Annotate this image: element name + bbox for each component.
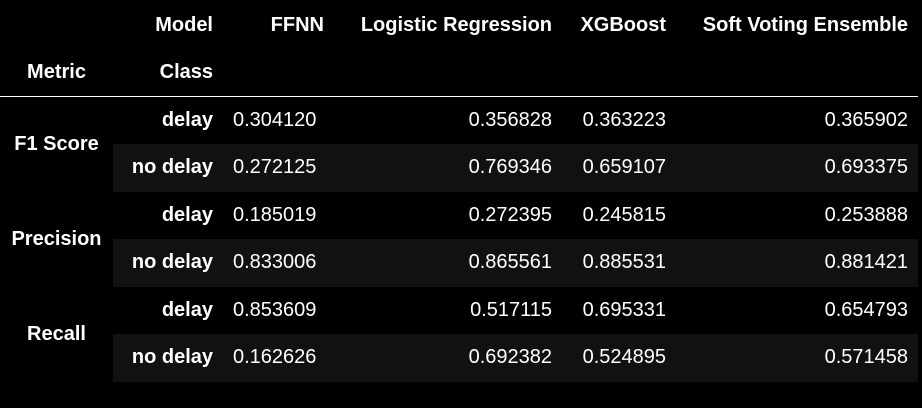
header-empty-cell (334, 49, 562, 97)
value-cell-soft-voting-ensemble: 0.693375 (676, 144, 918, 192)
value-cell-xgboost: 0.885531 (562, 239, 676, 287)
table-header: Model FFNN Logistic Regression XGBoost S… (0, 2, 918, 97)
column-header-ffnn: FFNN (270, 14, 324, 36)
metrics-table: Model FFNN Logistic Regression XGBoost S… (0, 2, 918, 382)
class-label: delay (161, 109, 213, 131)
metric-label-precision: Precision (0, 191, 113, 287)
class-label: delay (161, 203, 213, 226)
value-cell-soft-voting-ensemble: 0.365902 (824, 109, 908, 131)
table-row: F1 Score delay 0.304120 0.356828 0.36322… (0, 96, 918, 192)
table-row: Precision delay 0.185019 0.272395 0.2458… (0, 191, 918, 287)
value-cell-logistic-regression: 0.272395 (468, 203, 552, 226)
table-body: F1 Score delay 0.304120 0.356828 0.36322… (0, 96, 918, 382)
table-row: no delay 0.833006 0.865561 0.885531 0.88… (0, 239, 918, 287)
value-cell-ffnn: 0.272125 (223, 144, 334, 192)
class-label: no delay (113, 144, 223, 192)
value-cell-logistic-regression: 0.769346 (334, 144, 562, 192)
value-cell-soft-voting-ensemble: 0.571458 (676, 334, 918, 382)
value-cell-soft-voting-ensemble: 0.881421 (676, 239, 918, 287)
class-label: no delay (113, 239, 223, 287)
class-label: no delay (113, 334, 223, 382)
header-empty-cell (676, 49, 918, 97)
value-cell-ffnn: 0.162626 (223, 334, 334, 382)
value-cell-logistic-regression: 0.517115 (470, 298, 552, 321)
table-row: Recall delay 0.853609 0.517115 0.695331 … (0, 286, 918, 382)
value-cell-soft-voting-ensemble: 0.654793 (824, 298, 908, 321)
header-empty-cell (562, 49, 676, 97)
value-cell-xgboost: 0.524895 (562, 334, 676, 382)
class-label: delay (161, 298, 213, 321)
value-cell-logistic-regression: 0.865561 (334, 239, 562, 287)
value-cell-logistic-regression: 0.356828 (468, 109, 552, 131)
header-empty-cell (223, 49, 334, 97)
table-row: no delay 0.272125 0.769346 0.659107 0.69… (0, 144, 918, 192)
value-cell-xgboost: 0.659107 (562, 144, 676, 192)
value-cell-soft-voting-ensemble: 0.253888 (824, 203, 908, 226)
index-label-metric: Metric (0, 49, 113, 97)
header-blank-cell (0, 2, 113, 49)
metric-label-recall: Recall (0, 286, 113, 382)
column-header-xgboost: XGBoost (580, 14, 666, 36)
value-cell-xgboost: 0.363223 (582, 109, 666, 131)
index-label-model: Model (155, 14, 213, 36)
value-cell-xgboost: 0.245815 (582, 203, 666, 226)
header-row-index-names: Metric Class (0, 49, 918, 97)
value-cell-logistic-regression: 0.692382 (334, 334, 562, 382)
metric-label-f1-score: F1 Score (0, 96, 113, 192)
value-cell-ffnn: 0.833006 (223, 239, 334, 287)
table-row: no delay 0.162626 0.692382 0.524895 0.57… (0, 334, 918, 382)
index-label-class: Class (113, 49, 223, 97)
column-header-logistic-regression: Logistic Regression (360, 14, 552, 36)
value-cell-ffnn: 0.304120 (233, 109, 317, 131)
value-cell-xgboost: 0.695331 (582, 298, 666, 321)
value-cell-ffnn: 0.185019 (233, 203, 317, 226)
header-row-model: Model FFNN Logistic Regression XGBoost S… (0, 2, 918, 49)
value-cell-ffnn: 0.853609 (233, 298, 317, 321)
column-header-soft-voting-ensemble: Soft Voting Ensemble (702, 14, 908, 36)
